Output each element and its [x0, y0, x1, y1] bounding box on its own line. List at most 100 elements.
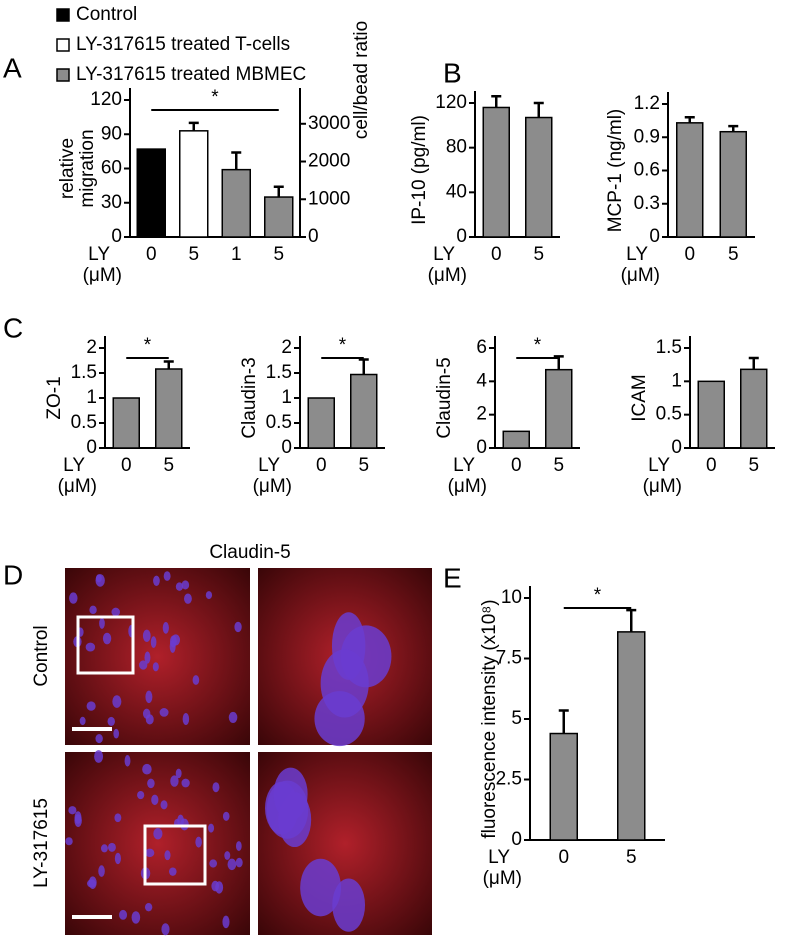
x-tick-label: 5	[748, 455, 759, 476]
x-tick-label: 5	[553, 455, 564, 476]
bar	[545, 368, 573, 449]
bar	[482, 106, 510, 238]
significance-label: *	[534, 335, 542, 356]
significance-label: *	[339, 335, 347, 356]
x-tick-label: 0	[491, 244, 502, 265]
nucleus	[114, 813, 122, 823]
y-tick-label: 80	[446, 137, 467, 158]
y-tick-label: 1.5	[656, 337, 682, 358]
y-axis-label: MCP-1 (ng/ml)	[605, 109, 626, 233]
x-axis-label: LY	[626, 244, 648, 265]
error-bar	[533, 101, 544, 118]
x-axis-label: (μM)	[58, 476, 97, 497]
nucleus	[65, 837, 73, 846]
nucleus	[119, 909, 128, 920]
nucleus	[68, 806, 77, 815]
nucleus	[163, 571, 171, 581]
row-label: LY-317615	[31, 798, 52, 888]
significance-label: *	[594, 585, 602, 606]
x-axis-label: LY	[433, 244, 455, 265]
nucleus	[177, 814, 184, 828]
y-axis-label: IP-10 (pg/ml)	[409, 115, 430, 225]
y-tick-label: 30	[101, 192, 122, 213]
y-tick-label: 2	[86, 337, 97, 358]
error-bar	[188, 121, 199, 131]
y-tick-label: 0	[86, 437, 97, 458]
nucleus	[161, 923, 170, 936]
nucleus	[175, 768, 182, 779]
x-axis-label: (μM)	[448, 476, 487, 497]
y-tick-label: 120	[90, 89, 122, 110]
x-tick-label: 0	[121, 455, 132, 476]
y-tick-label: 0.9	[634, 126, 660, 147]
x-tick-label: 5	[358, 455, 369, 476]
error-bar	[273, 185, 284, 198]
nucleus	[95, 734, 103, 744]
y-tick-label: 1	[86, 387, 97, 408]
y-tick-label: 6	[476, 337, 487, 358]
bar	[350, 373, 378, 449]
x-axis-label: LY	[63, 455, 85, 476]
y-tick-label: 0.5	[266, 412, 292, 433]
panel-label: B	[443, 57, 462, 88]
nucleus	[153, 827, 163, 840]
x-axis-label: (μM)	[483, 868, 522, 889]
nucleus	[228, 711, 238, 723]
y-tick-label: 10	[501, 587, 522, 608]
x-axis-label: LY	[88, 244, 110, 265]
panel-label: D	[3, 559, 23, 590]
y2-tick-label: 3000	[308, 113, 350, 134]
nucleus	[137, 790, 145, 800]
nucleus	[182, 712, 190, 725]
nucleus	[235, 841, 242, 851]
x-axis-label: (μM)	[428, 265, 467, 286]
x-tick-label: 0	[146, 244, 157, 265]
nucleus	[195, 836, 202, 848]
x-tick-label: 0	[706, 455, 717, 476]
nucleus	[162, 621, 169, 634]
panel-label: A	[3, 52, 22, 83]
nucleus	[131, 911, 141, 924]
inset-box	[143, 824, 207, 886]
nucleus	[107, 716, 115, 726]
nucleus	[74, 811, 82, 824]
y-tick-label: 2	[476, 404, 487, 425]
nucleus	[215, 881, 224, 894]
legend-label: LY-317615 treated T-cells	[76, 34, 290, 55]
nucleus	[235, 857, 243, 868]
nucleus	[79, 716, 86, 726]
y-tick-label: 60	[101, 158, 122, 179]
nucleus	[170, 775, 179, 787]
inset-box	[76, 615, 135, 675]
nucleus	[192, 675, 200, 685]
nucleus	[181, 580, 190, 590]
y-tick-label: 90	[101, 123, 122, 144]
y-tick-label: 0.6	[634, 160, 660, 181]
bar	[307, 397, 335, 449]
nucleus	[95, 574, 102, 583]
y-tick-label: 0	[111, 226, 122, 247]
image-title: Claudin-5	[209, 542, 290, 563]
nucleus	[208, 823, 215, 833]
y-tick-label: 0.5	[656, 404, 682, 425]
bar	[112, 397, 140, 449]
nucleus	[169, 640, 176, 653]
x-tick-label: 0	[684, 244, 695, 265]
x-tick-label: 5	[533, 244, 544, 265]
nucleus	[181, 778, 190, 788]
y-tick-label: 1.2	[634, 93, 660, 114]
nucleus	[164, 850, 171, 861]
nucleus	[88, 876, 97, 890]
nucleus	[234, 621, 242, 633]
x-tick-label: 5	[163, 455, 174, 476]
nucleus	[144, 902, 153, 912]
bar	[525, 116, 553, 238]
image-ly	[65, 752, 250, 935]
x-tick-label: 0	[511, 455, 522, 476]
nucleus	[142, 629, 151, 642]
error-bar	[558, 709, 569, 734]
nucleus	[150, 636, 157, 648]
legend-label: Control	[76, 4, 137, 25]
legend-swatch	[56, 68, 70, 82]
nucleus	[142, 763, 152, 775]
